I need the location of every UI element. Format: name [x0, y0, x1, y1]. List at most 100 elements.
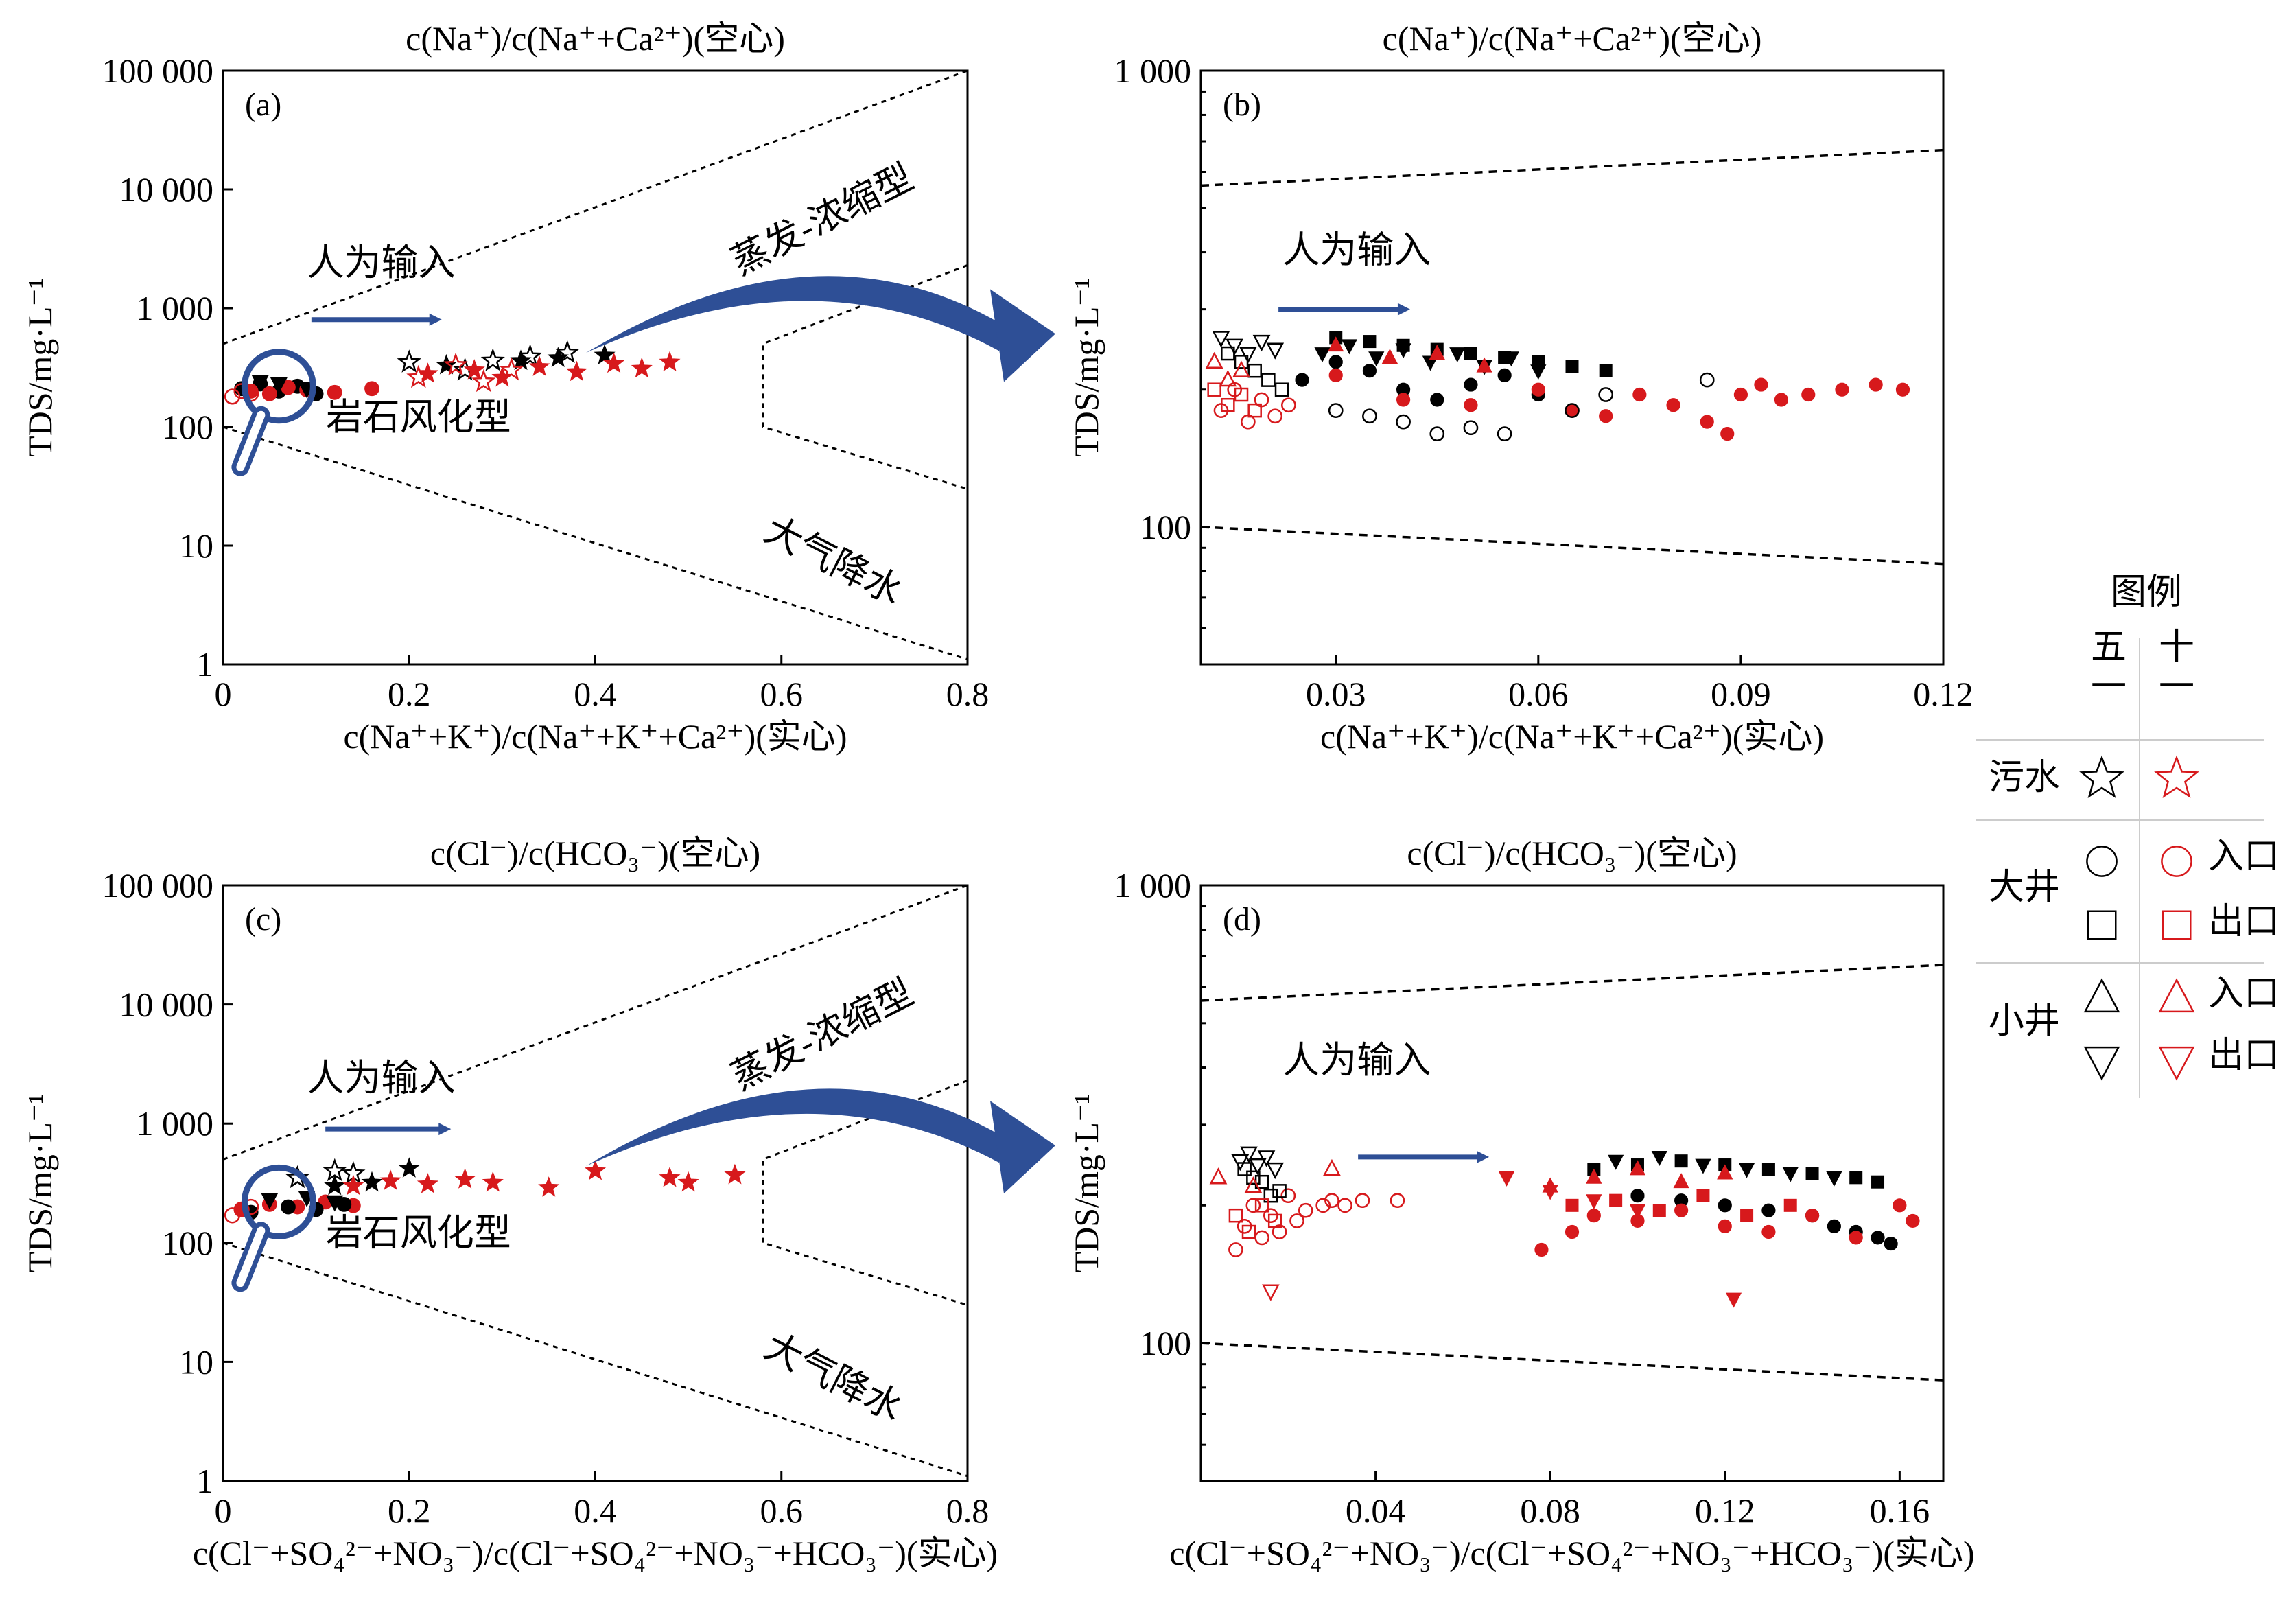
- data-point: [261, 386, 277, 401]
- data-point: [1599, 364, 1613, 377]
- label-anthropogenic: 人为输入: [307, 1058, 456, 1099]
- direction-arrowhead-icon: [429, 313, 442, 326]
- data-point: [594, 344, 616, 365]
- boundary-lower: [223, 1242, 968, 1478]
- data-point: [528, 355, 550, 376]
- data-point: [1289, 1213, 1304, 1228]
- boundary-upper: [1201, 964, 1943, 1002]
- chart-title: c(Cl⁻)/c(HCO₃⁻)(空心): [1407, 834, 1737, 872]
- data-point: [323, 1158, 347, 1182]
- data-point: [1740, 1209, 1754, 1222]
- data-point: [1871, 1175, 1885, 1189]
- data-point: [491, 366, 513, 387]
- data-point: [417, 1173, 438, 1193]
- legend-col-char: 一: [2159, 668, 2194, 707]
- legend-marker-oct: [2158, 978, 2195, 1013]
- magnifier-icon: [241, 349, 316, 424]
- x-tick-label: 0.8: [946, 1491, 989, 1530]
- series: [1209, 1158, 1341, 1193]
- boundary-lower: [1201, 526, 1943, 566]
- x-tick-label: 0.4: [574, 675, 617, 713]
- data-point: [1281, 397, 1296, 413]
- data-point: [1239, 347, 1257, 364]
- data-point: [1381, 349, 1398, 364]
- x-tick-label: 0: [215, 675, 232, 713]
- series: [1328, 372, 1715, 441]
- series: [1205, 351, 1250, 387]
- data-point: [326, 1195, 344, 1212]
- data-point: [1247, 363, 1262, 378]
- label-rock-weathering: 岩石风化型: [326, 397, 511, 438]
- data-point: [1733, 387, 1748, 402]
- x-tick-label: 0.06: [1508, 675, 1569, 713]
- data-point: [1241, 1224, 1256, 1239]
- x-tick-label: 0.6: [760, 675, 804, 713]
- data-point: [1232, 360, 1250, 377]
- data-point: [1718, 1219, 1732, 1233]
- data-point: [1266, 1162, 1285, 1180]
- legend-marker-may: [2087, 910, 2117, 940]
- label-anthropogenic: 人为输入: [1282, 1040, 1431, 1081]
- series: [1542, 1160, 1733, 1193]
- series: [324, 1157, 420, 1196]
- data-point: [1717, 1164, 1733, 1180]
- data-point: [361, 1171, 383, 1192]
- data-point: [480, 348, 505, 371]
- data-point: [1263, 1208, 1278, 1224]
- data-point: [724, 1163, 746, 1185]
- data-point: [285, 1165, 310, 1189]
- data-point: [677, 1171, 699, 1192]
- legend-marker-oct: [2158, 1046, 2195, 1081]
- legend-col-char: 五: [2091, 628, 2127, 667]
- data-point: [1827, 1219, 1841, 1233]
- panel-label: (a): [245, 86, 281, 123]
- data-point: [1673, 1173, 1689, 1189]
- data-point: [1629, 1160, 1646, 1176]
- label-evaporation: 蒸发-浓缩型: [725, 972, 919, 1098]
- data-point: [1261, 1284, 1280, 1301]
- data-point: [1695, 1158, 1711, 1174]
- data-point: [398, 1157, 420, 1178]
- data-point: [1696, 1189, 1710, 1202]
- data-point: [1652, 1204, 1666, 1217]
- data-point: [1632, 387, 1647, 402]
- boundary-lower: [223, 426, 968, 661]
- data-point: [1542, 1177, 1558, 1193]
- y-tick-label: 1 000: [137, 289, 214, 327]
- data-point: [1884, 1236, 1898, 1251]
- series: [342, 1159, 746, 1197]
- data-point: [327, 384, 342, 400]
- data-point: [1651, 1151, 1667, 1166]
- zoom-arrowhead-icon: [990, 289, 1055, 382]
- data-point: [224, 388, 241, 405]
- data-point: [1782, 1167, 1799, 1182]
- data-point: [565, 360, 587, 382]
- legend-col-may: 五一: [2091, 628, 2127, 707]
- data-point: [1341, 339, 1358, 355]
- data-point: [1272, 1224, 1287, 1239]
- x-tick-label: 0.2: [388, 1491, 431, 1530]
- x-tick-label: 0.8: [946, 675, 989, 713]
- legend-sub-bigwell-out: 出口: [2208, 902, 2280, 942]
- series: [224, 383, 259, 405]
- data-point: [499, 357, 524, 381]
- data-point: [1720, 427, 1735, 441]
- series: [397, 340, 580, 381]
- data-point: [1395, 343, 1411, 359]
- data-point: [1228, 1208, 1243, 1223]
- legend-sub-smallwell-out: 出口: [2208, 1036, 2280, 1075]
- data-point: [1355, 1193, 1370, 1209]
- plot-area: [1201, 964, 1943, 1382]
- data-point: [1531, 382, 1545, 397]
- legend-marker-oct: [2161, 846, 2192, 877]
- data-point: [1422, 355, 1439, 371]
- data-point: [1497, 368, 1512, 382]
- data-point: [1430, 393, 1444, 407]
- chart-title: c(Cl⁻)/c(HCO₃⁻)(空心): [430, 834, 760, 872]
- data-point: [1565, 1198, 1579, 1212]
- data-point: [1674, 1203, 1689, 1217]
- data-point: [1234, 387, 1249, 402]
- data-point: [1274, 382, 1289, 397]
- data-point: [281, 1199, 296, 1215]
